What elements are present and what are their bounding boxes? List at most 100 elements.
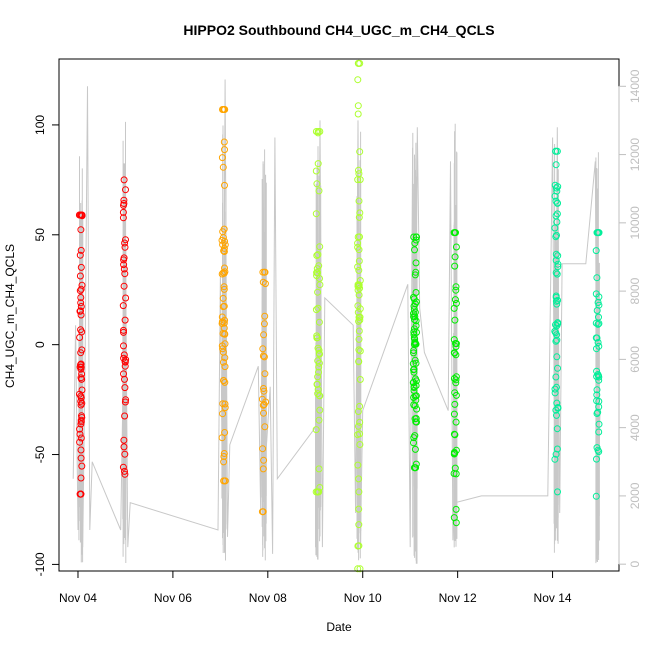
- data-point: [410, 310, 417, 318]
- data-point: [261, 312, 269, 320]
- data-point: [76, 390, 83, 398]
- data-point: [551, 327, 559, 335]
- data-point: [554, 364, 561, 372]
- data-point: [78, 346, 86, 354]
- data-point: [592, 492, 600, 500]
- data-point: [412, 259, 420, 267]
- data-point: [314, 128, 322, 135]
- right-tick-label: 0: [628, 561, 642, 568]
- data-point: [121, 358, 129, 366]
- data-point: [552, 329, 560, 337]
- x-axis: Nov 04 Nov 06 Nov 08 Nov 10 Nov 12 Nov 14: [59, 570, 572, 605]
- data-point: [77, 211, 85, 219]
- right-tick-label: 2000: [628, 482, 642, 509]
- data-point: [594, 320, 602, 328]
- data-point: [412, 268, 420, 276]
- data-point: [315, 187, 323, 195]
- data-point: [552, 147, 560, 155]
- data-point: [552, 269, 560, 277]
- data-point: [452, 505, 460, 513]
- data-point: [451, 349, 459, 357]
- data-point: [552, 250, 560, 258]
- data-point: [220, 450, 228, 457]
- data-point: [260, 387, 268, 395]
- data-point: [312, 210, 320, 218]
- data-point: [77, 454, 85, 462]
- data-point: [593, 345, 600, 353]
- data-point: [356, 565, 364, 573]
- plot-area: [72, 59, 603, 573]
- data-point: [77, 420, 85, 428]
- data-point: [220, 458, 228, 466]
- data-point: [594, 408, 602, 416]
- data-point: [221, 237, 229, 245]
- x-tick-label: Nov 08: [249, 591, 287, 605]
- data-point: [452, 376, 460, 384]
- data-point: [315, 465, 323, 473]
- data-point: [220, 247, 228, 255]
- y-tick-label: -50: [33, 446, 47, 464]
- data-point: [354, 461, 362, 469]
- data-point: [552, 212, 560, 220]
- data-point: [410, 366, 417, 374]
- data-point: [551, 224, 559, 232]
- data-point: [593, 373, 601, 380]
- data-point: [412, 375, 419, 383]
- data-point: [78, 370, 86, 378]
- data-point: [595, 313, 602, 321]
- data-point: [122, 396, 130, 404]
- data-point: [221, 363, 229, 371]
- data-point: [553, 399, 561, 407]
- data-point: [553, 231, 560, 239]
- data-point: [260, 385, 267, 392]
- data-point: [355, 505, 363, 513]
- data-point: [259, 465, 267, 473]
- data-point: [76, 425, 84, 433]
- background-trace: [72, 79, 601, 554]
- data-point: [356, 430, 364, 438]
- data-point: [593, 386, 601, 394]
- data-point: [356, 376, 364, 383]
- data-point: [119, 214, 127, 222]
- data-point: [219, 269, 227, 277]
- data-point: [411, 415, 419, 423]
- data-point: [315, 349, 323, 357]
- data-point: [552, 197, 560, 205]
- data-point: [259, 352, 267, 360]
- data-point: [220, 302, 228, 310]
- data-point: [121, 412, 129, 420]
- data-point: [355, 327, 363, 335]
- data-point: [411, 271, 419, 279]
- background-profile: [595, 152, 600, 564]
- data-point: [450, 375, 458, 382]
- x-axis-label: Date: [326, 620, 352, 634]
- data-point: [77, 474, 85, 482]
- plot-frame: [58, 58, 620, 572]
- data-point: [120, 261, 128, 269]
- data-point: [410, 464, 418, 472]
- right-tick-label: 14000: [628, 69, 642, 103]
- data-point: [312, 306, 320, 314]
- data-point: [219, 294, 227, 302]
- data-point: [356, 277, 364, 284]
- data-point: [593, 444, 601, 452]
- data-point: [260, 331, 268, 339]
- data-point: [411, 246, 418, 254]
- y-axis-label: CH4_UGC_m_CH4_QCLS: [3, 244, 17, 388]
- data-point: [450, 514, 458, 522]
- data-point: [120, 328, 127, 336]
- data-point: [219, 330, 227, 337]
- data-point: [452, 340, 460, 348]
- data-point: [316, 275, 323, 282]
- data-point: [452, 418, 460, 426]
- data-point: [412, 236, 420, 244]
- data-point: [121, 243, 129, 251]
- data-point: [219, 348, 227, 356]
- data-point: [220, 477, 228, 485]
- data-point: [121, 362, 129, 370]
- data-point: [595, 448, 603, 456]
- data-point: [77, 303, 85, 310]
- data-point: [120, 176, 128, 184]
- data-point: [354, 76, 362, 84]
- data-point: [120, 256, 128, 264]
